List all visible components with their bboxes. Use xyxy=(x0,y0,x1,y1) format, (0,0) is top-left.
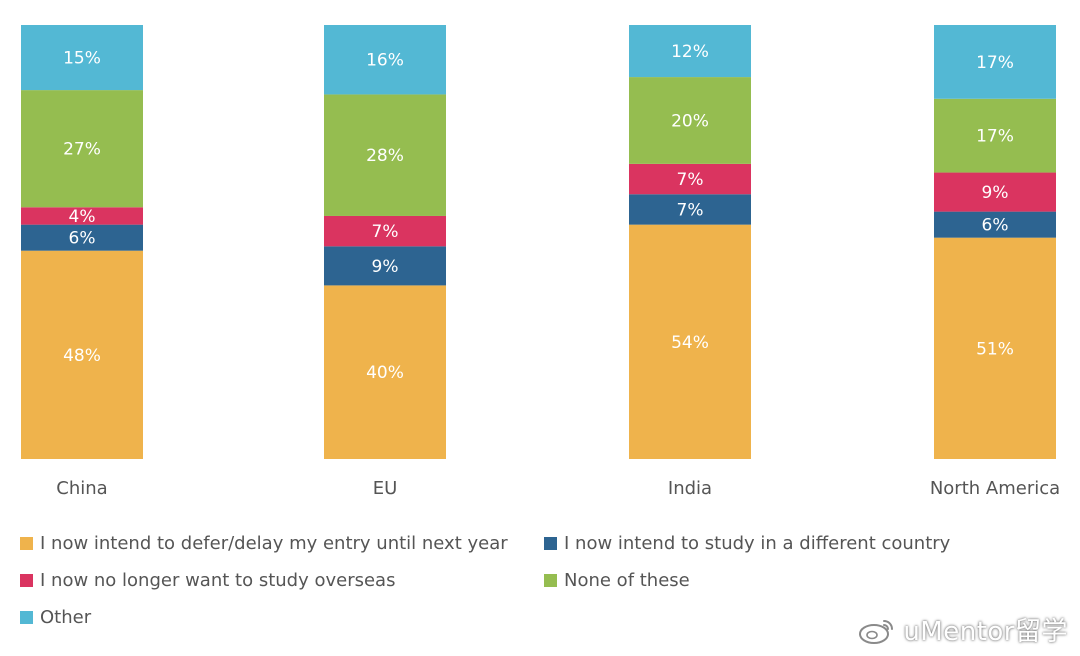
legend-item-defer: I now intend to defer/delay my entry unt… xyxy=(20,530,544,556)
weibo-icon xyxy=(859,619,894,644)
data-label-eu-other: 16% xyxy=(366,51,404,71)
bar-north-america-defer xyxy=(934,237,1056,459)
bar-india-different-country xyxy=(629,194,751,225)
bar-india-none xyxy=(629,77,751,164)
data-label-north-america-other: 17% xyxy=(976,53,1014,73)
data-label-north-america-different-country: 6% xyxy=(982,216,1009,236)
chart-legend: I now intend to defer/delay my entry unt… xyxy=(20,530,1060,630)
data-label-china-defer: 48% xyxy=(63,346,101,366)
data-label-china-none: 27% xyxy=(63,140,101,160)
bar-china-defer xyxy=(21,250,143,459)
category-label-north-america: North America xyxy=(930,478,1060,499)
legend-swatch-other xyxy=(20,610,33,624)
bar-india-defer xyxy=(629,224,751,459)
legend-swatch-none xyxy=(544,573,557,587)
data-label-india-different-country: 7% xyxy=(677,200,704,220)
category-label-china: China xyxy=(56,478,107,499)
legend-item-different-country: I now intend to study in a different cou… xyxy=(544,530,1060,556)
data-label-eu-different-country: 9% xyxy=(372,257,399,277)
data-label-china-different-country: 6% xyxy=(69,229,96,249)
legend-item-none: None of these xyxy=(544,567,1060,593)
bar-india-other xyxy=(629,25,751,78)
data-label-north-america-defer: 51% xyxy=(976,339,1014,359)
legend-swatch-defer xyxy=(20,536,33,550)
bar-north-america-none xyxy=(934,98,1056,173)
bar-eu-no-longer xyxy=(324,215,446,247)
legend-label-different-country: I now intend to study in a different cou… xyxy=(564,532,951,554)
watermark: uMentor留学 xyxy=(857,611,1068,648)
legend-swatch-different-country xyxy=(544,536,557,550)
data-label-china-no-longer: 4% xyxy=(69,207,96,227)
bar-eu-defer xyxy=(324,285,446,459)
bar-china-other xyxy=(21,25,143,91)
bar-eu-other xyxy=(324,25,446,95)
legend-label-defer: I now intend to defer/delay my entry unt… xyxy=(40,532,508,554)
category-label-eu: EU xyxy=(373,478,398,499)
bar-china-different-country xyxy=(21,224,143,251)
data-label-india-defer: 54% xyxy=(671,333,709,353)
data-label-china-other: 15% xyxy=(63,49,101,69)
bar-north-america-other xyxy=(934,25,1056,99)
legend-label-other: Other xyxy=(40,606,92,628)
bar-china-none xyxy=(21,90,143,208)
data-label-india-other: 12% xyxy=(671,42,709,62)
data-label-eu-defer: 40% xyxy=(366,363,404,383)
bar-eu-different-country xyxy=(324,246,446,286)
data-label-eu-no-longer: 7% xyxy=(372,222,399,242)
legend-label-none: None of these xyxy=(564,569,690,591)
bar-china-no-longer xyxy=(21,207,143,225)
data-label-india-none: 20% xyxy=(671,111,709,131)
legend-swatch-no-longer xyxy=(20,573,33,587)
bar-india-no-longer xyxy=(629,163,751,195)
legend-item-no-longer: I now no longer want to study overseas xyxy=(20,567,544,593)
legend-label-no-longer: I now no longer want to study overseas xyxy=(40,569,396,591)
data-label-north-america-none: 17% xyxy=(976,127,1014,147)
data-label-north-america-no-longer: 9% xyxy=(982,183,1009,203)
bar-north-america-no-longer xyxy=(934,172,1056,212)
data-label-india-no-longer: 7% xyxy=(677,170,704,190)
bar-eu-none xyxy=(324,94,446,216)
bar-north-america-different-country xyxy=(934,211,1056,238)
watermark-text: uMentor留学 xyxy=(903,617,1068,647)
legend-item-other: Other xyxy=(20,604,544,630)
data-label-eu-none: 28% xyxy=(366,146,404,166)
category-label-india: India xyxy=(668,478,712,499)
